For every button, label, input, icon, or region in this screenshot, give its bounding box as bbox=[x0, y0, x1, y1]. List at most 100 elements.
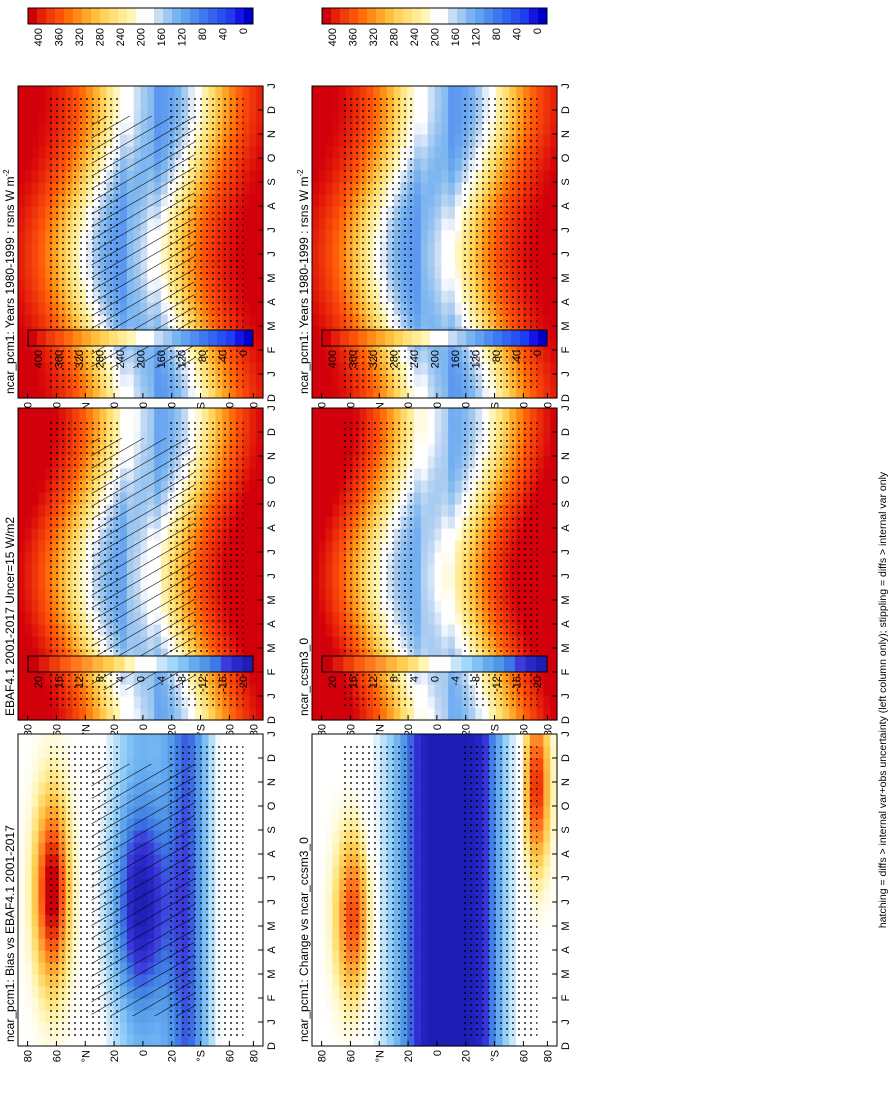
heatmap-cell bbox=[502, 386, 510, 399]
heatmap-cell bbox=[126, 86, 135, 99]
colorbar-segment bbox=[172, 8, 182, 24]
heatmap-cell bbox=[325, 110, 334, 123]
heatmap-cell bbox=[99, 86, 108, 99]
heatmap-cell bbox=[318, 206, 327, 219]
month-tick-label: J bbox=[560, 573, 572, 579]
heatmap-cell bbox=[420, 528, 429, 541]
heatmap-cell bbox=[543, 230, 551, 243]
colorbar-segment bbox=[502, 8, 512, 24]
heatmap-cell bbox=[72, 408, 80, 421]
heatmap-cell bbox=[256, 624, 264, 637]
heatmap-cell bbox=[448, 278, 456, 291]
heatmap-cell bbox=[256, 230, 264, 243]
heatmap-cell bbox=[414, 86, 422, 99]
heatmap-cell bbox=[18, 408, 26, 421]
heatmap-cell bbox=[18, 624, 26, 637]
colorbar-segment bbox=[28, 330, 38, 346]
heatmap-cell bbox=[550, 636, 558, 649]
colorbar-segment bbox=[493, 8, 503, 24]
heatmap-cell bbox=[38, 830, 46, 843]
heatmap-cell bbox=[31, 528, 40, 541]
colorbar-tick-label: 80 bbox=[197, 28, 209, 40]
heatmap-cell bbox=[24, 830, 33, 843]
heatmap-cell bbox=[18, 552, 26, 565]
heatmap-cell bbox=[24, 974, 33, 987]
heatmap-cell bbox=[332, 576, 340, 589]
heatmap-cell bbox=[536, 254, 544, 267]
heatmap-cell bbox=[441, 98, 449, 111]
heatmap-cell bbox=[24, 516, 33, 529]
colorbar-tick-label: 0 bbox=[238, 28, 250, 34]
heatmap-cell bbox=[38, 504, 46, 517]
heatmap-cell bbox=[140, 708, 148, 721]
heatmap-cell bbox=[160, 696, 169, 709]
heatmap-cell bbox=[488, 386, 497, 399]
heatmap-cell bbox=[318, 278, 327, 291]
colorbar-tick-label: 200 bbox=[430, 350, 442, 368]
heatmap-cell bbox=[543, 218, 551, 231]
heatmap-cell bbox=[256, 540, 264, 553]
heatmap-cell bbox=[18, 206, 26, 219]
heatmap-cell bbox=[434, 468, 442, 481]
month-tick-label: N bbox=[560, 130, 572, 138]
heatmap-cell bbox=[441, 194, 449, 207]
heatmap-cell bbox=[24, 218, 33, 231]
colorbar-segment bbox=[502, 330, 512, 346]
heatmap-cell bbox=[352, 708, 361, 721]
heatmap-cell bbox=[318, 254, 327, 267]
heatmap-cell bbox=[228, 86, 237, 99]
heatmap-cell bbox=[318, 480, 327, 493]
heatmap-cell bbox=[312, 624, 320, 637]
heatmap-cell bbox=[325, 266, 334, 279]
heatmap-cell bbox=[448, 290, 456, 303]
heatmap-cell bbox=[24, 350, 33, 363]
heatmap-cell bbox=[31, 684, 40, 697]
heatmap-cell bbox=[235, 408, 244, 421]
heatmap-cell bbox=[318, 386, 327, 399]
heatmap-cell bbox=[126, 1022, 135, 1035]
heatmap-cell bbox=[24, 444, 33, 457]
heatmap-cell bbox=[454, 564, 463, 577]
heatmap-cell bbox=[194, 708, 203, 721]
colorbar-segment bbox=[538, 8, 548, 24]
heatmap-cell bbox=[147, 408, 155, 421]
colorbar-segment bbox=[100, 8, 110, 24]
heatmap-cell bbox=[325, 86, 334, 99]
heatmap-cell bbox=[529, 386, 538, 399]
heatmap-cell bbox=[126, 386, 135, 399]
heatmap-cell bbox=[181, 386, 189, 399]
heatmap-cell bbox=[38, 98, 46, 111]
heatmap-cell bbox=[332, 708, 340, 721]
colorbar-tick-label: 80 bbox=[197, 350, 209, 362]
heatmap-cell bbox=[536, 444, 544, 457]
month-tick-label: D bbox=[560, 716, 572, 724]
heatmap-cell bbox=[550, 420, 558, 433]
heatmap-cell bbox=[441, 278, 449, 291]
heatmap-cell bbox=[318, 552, 327, 565]
colorbar-segment bbox=[520, 8, 530, 24]
heatmap-cell bbox=[536, 302, 544, 315]
heatmap-cell bbox=[393, 408, 402, 421]
heatmap-cell bbox=[420, 480, 429, 493]
heatmap-cell bbox=[550, 408, 558, 421]
heatmap-cell bbox=[434, 386, 442, 399]
heatmap-cell bbox=[414, 350, 422, 363]
heatmap-cell bbox=[332, 684, 340, 697]
heatmap-cell bbox=[45, 408, 53, 421]
heatmap-cell bbox=[31, 696, 40, 709]
heatmap-cell bbox=[38, 902, 46, 915]
heatmap-cell bbox=[448, 314, 456, 327]
colorbar-segment bbox=[37, 330, 47, 346]
heatmap-cell bbox=[45, 734, 53, 747]
heatmap-cell bbox=[72, 708, 80, 721]
heatmap-cell bbox=[495, 86, 504, 99]
heatmap-cell bbox=[31, 110, 40, 123]
heatmap-cell bbox=[414, 242, 422, 255]
heatmap-cell bbox=[242, 564, 250, 577]
colorbar-tick-label: 200 bbox=[430, 28, 442, 46]
colorbar-segment bbox=[358, 330, 368, 346]
heatmap-cell bbox=[312, 708, 320, 721]
lat-tick-label: 20 bbox=[403, 724, 415, 736]
heatmap-cell bbox=[441, 374, 449, 387]
